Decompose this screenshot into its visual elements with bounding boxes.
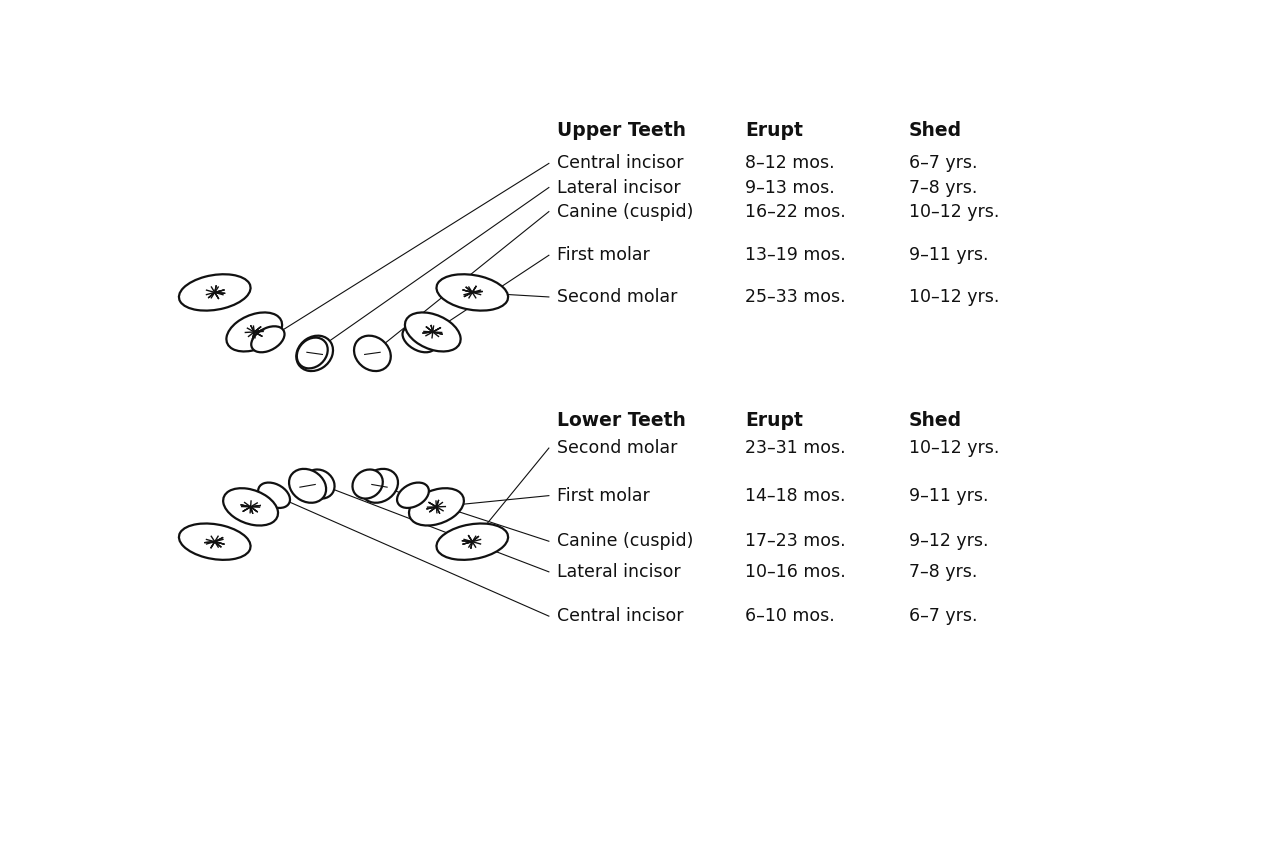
Ellipse shape (297, 338, 328, 368)
Ellipse shape (355, 336, 390, 371)
Text: 14–18 mos.: 14–18 mos. (745, 486, 846, 504)
Text: Shed: Shed (909, 411, 963, 431)
Text: 9–11 yrs.: 9–11 yrs. (909, 246, 988, 264)
Ellipse shape (179, 524, 251, 560)
Ellipse shape (397, 482, 429, 508)
Text: 23–31 mos.: 23–31 mos. (745, 439, 846, 457)
Ellipse shape (436, 274, 508, 310)
Text: Upper Teeth: Upper Teeth (557, 121, 686, 140)
Ellipse shape (360, 338, 390, 368)
Text: First molar: First molar (557, 486, 649, 504)
Text: Lower Teeth: Lower Teeth (557, 411, 686, 431)
Ellipse shape (352, 470, 383, 498)
Ellipse shape (402, 327, 435, 352)
Text: 16–22 mos.: 16–22 mos. (745, 202, 846, 221)
Text: Canine (cuspid): Canine (cuspid) (557, 202, 694, 221)
Ellipse shape (410, 488, 463, 525)
Text: 10–16 mos.: 10–16 mos. (745, 563, 846, 581)
Text: 6–7 yrs.: 6–7 yrs. (909, 607, 978, 625)
Ellipse shape (251, 327, 284, 352)
Text: Second molar: Second molar (557, 288, 677, 306)
Text: 9–11 yrs.: 9–11 yrs. (909, 486, 988, 504)
Text: Lateral incisor: Lateral incisor (557, 179, 681, 196)
Text: Lateral incisor: Lateral incisor (557, 563, 681, 581)
Text: Central incisor: Central incisor (557, 155, 684, 173)
Text: Second molar: Second molar (557, 439, 677, 457)
Text: 25–33 mos.: 25–33 mos. (745, 288, 846, 306)
Text: Canine (cuspid): Canine (cuspid) (557, 532, 694, 550)
Text: 10–12 yrs.: 10–12 yrs. (909, 439, 1000, 457)
Text: 7–8 yrs.: 7–8 yrs. (909, 563, 978, 581)
Text: 6–10 mos.: 6–10 mos. (745, 607, 835, 625)
Text: 8–12 mos.: 8–12 mos. (745, 155, 835, 173)
Ellipse shape (179, 274, 251, 310)
Ellipse shape (289, 469, 326, 503)
Ellipse shape (296, 336, 333, 371)
Text: Central incisor: Central incisor (557, 607, 684, 625)
Text: 9–13 mos.: 9–13 mos. (745, 179, 835, 196)
Ellipse shape (436, 524, 508, 560)
Text: 13–19 mos.: 13–19 mos. (745, 246, 846, 264)
Text: 17–23 mos.: 17–23 mos. (745, 532, 846, 550)
Text: Erupt: Erupt (745, 121, 803, 140)
Text: 6–7 yrs.: 6–7 yrs. (909, 155, 978, 173)
Text: Erupt: Erupt (745, 411, 803, 431)
Ellipse shape (259, 482, 291, 508)
Ellipse shape (361, 469, 398, 503)
Text: 10–12 yrs.: 10–12 yrs. (909, 288, 1000, 306)
Text: 10–12 yrs.: 10–12 yrs. (909, 202, 1000, 221)
Ellipse shape (404, 312, 461, 351)
Text: Shed: Shed (909, 121, 963, 140)
Ellipse shape (305, 470, 334, 498)
Text: First molar: First molar (557, 246, 649, 264)
Ellipse shape (227, 312, 282, 351)
Text: 7–8 yrs.: 7–8 yrs. (909, 179, 978, 196)
Text: 9–12 yrs.: 9–12 yrs. (909, 532, 988, 550)
Ellipse shape (223, 488, 278, 525)
